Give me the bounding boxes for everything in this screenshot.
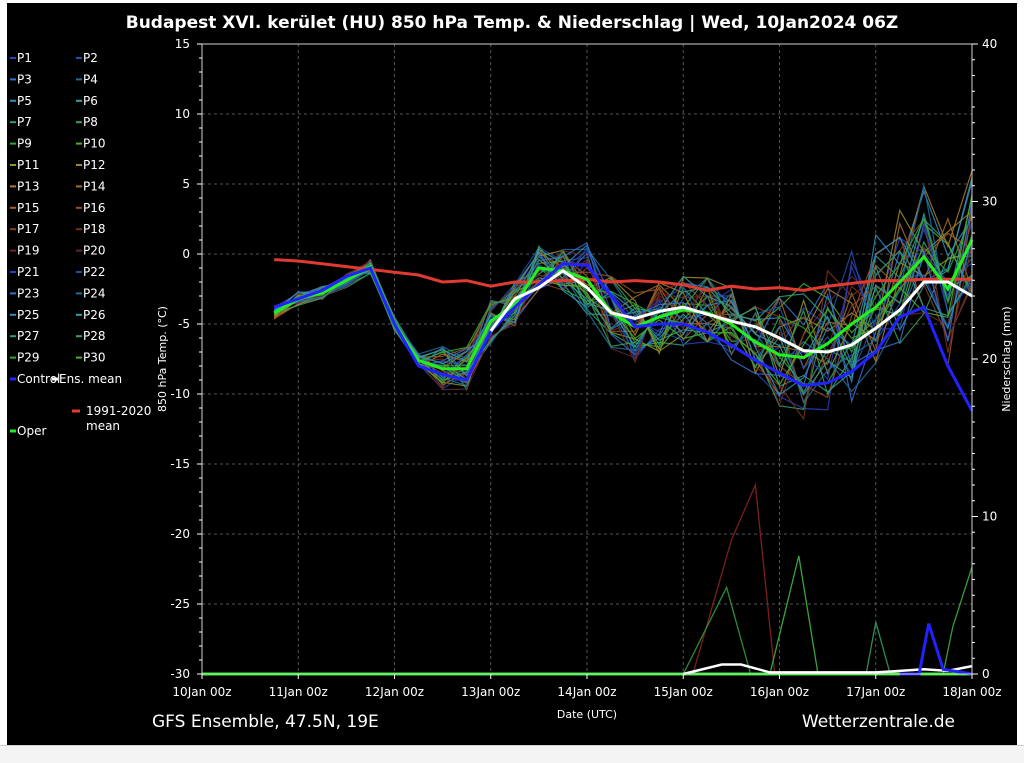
legend-label: P19 [17,244,40,258]
legend-label: P9 [17,137,32,151]
legend-label: P30 [83,351,106,365]
member-precip-spike [692,482,776,675]
y2-axis-ticks: 40 30 20 10 0 [972,37,997,681]
grid-lines [201,44,973,674]
legend-label: P16 [83,201,106,215]
legend-label: P2 [83,51,98,65]
y-tick-label: 10 [175,107,190,121]
y-tick-label: 5 [182,177,190,191]
legend-label: P4 [83,72,98,86]
y2-tick-label: 10 [982,510,997,524]
legend-label: P18 [83,222,106,236]
legend-label-climate: 1991-2020 mean [86,404,151,433]
legend-label-mean: Ens. mean [59,372,122,386]
legend: P1 P2 P3 P4 P5 P6 P7 P8 P9 P10 P11 P12 P13 P14 P15 P16 P… [10,51,151,438]
legend-label: P27 [17,329,40,343]
x-tick-label: 15Jan 00z [654,685,713,699]
legend-label: P23 [17,286,40,300]
legend-label-oper: Oper [17,424,46,438]
legend-label: P8 [83,115,98,129]
y-axis-label: 850 hPa Temp. (°C) [156,306,169,412]
y-tick-label: -30 [170,667,190,681]
y-tick-label: -10 [170,387,190,401]
member-precip-spikes [682,482,973,675]
legend-label: P6 [83,94,98,108]
climate-mean-line [274,258,972,292]
ens-mean-precip-line [683,663,973,676]
credit-label: Wetterzentrale.de [802,712,955,732]
ens-mean-temp-line [489,268,973,354]
x-axis-label: Date (UTC) [557,708,617,721]
ensemble-chart: Budapest XVI. kerület (HU) 850 hPa Temp.… [10,13,1013,732]
control-temp-line [273,262,974,412]
legend-label: P13 [17,179,40,193]
legend-label: P7 [17,115,32,129]
member-temp-line [273,216,973,369]
y-tick-label: -25 [170,597,190,611]
legend-label: P24 [83,286,106,300]
x-tick-label: 10Jan 00z [172,685,231,699]
y2-axis-label: Niederschlag (mm) [1000,306,1013,411]
x-tick-label: 16Jan 00z [750,685,809,699]
member-precip-spike [682,585,752,675]
y2-tick-label: 20 [982,352,997,366]
y-tick-label: -5 [178,317,190,331]
member-precip-spike [865,621,891,675]
source-label: GFS Ensemble, 47.5N, 19E [152,712,379,732]
member-precip-spike [942,566,973,675]
legend-label: P5 [17,94,32,108]
legend-label: P22 [83,265,106,279]
member-temp-line [274,240,973,396]
x-tick-label: 17Jan 00z [846,685,905,699]
legend-label: P11 [17,158,40,172]
legend-label: P14 [83,179,106,193]
legend-label: P12 [83,158,106,172]
legend-label: P20 [83,244,106,258]
legend-label: P15 [17,201,40,215]
legend-label: P3 [17,72,32,86]
legend-label: P29 [17,351,40,365]
legend-label-control: Control [17,372,60,386]
page-bottom-strip [0,745,1024,763]
legend-label: P26 [83,308,106,322]
y-axis-ticks: 15 10 5 0 -5 -10 -15 -20 -25 -30 [170,37,202,681]
legend-label: P17 [17,222,40,236]
y-tick-label: 15 [175,37,190,51]
y2-tick-label: 0 [982,667,990,681]
legend-label: P25 [17,308,40,322]
x-tick-label: 11Jan 00z [269,685,328,699]
x-axis-ticks: 10Jan 00z 11Jan 00z 12Jan 00z 13Jan 00z 14Ja… [172,674,1002,699]
legend-label: P1 [17,51,32,65]
x-tick-label: 13Jan 00z [461,685,520,699]
member-precip-spike [769,555,819,675]
legend-label: P10 [83,137,106,151]
y-tick-label: -20 [170,527,190,541]
y-tick-label: 0 [182,247,190,261]
x-tick-label: 18Jan 00z [942,685,1001,699]
y2-tick-label: 30 [982,195,997,209]
x-tick-label: 14Jan 00z [557,685,616,699]
legend-label: P21 [17,265,40,279]
legend-label: P28 [83,329,106,343]
x-tick-label: 12Jan 00z [365,685,424,699]
y-tick-label: -15 [170,457,190,471]
y2-tick-label: 40 [982,37,997,51]
chart-title: Budapest XVI. kerület (HU) 850 hPa Temp.… [126,13,899,33]
